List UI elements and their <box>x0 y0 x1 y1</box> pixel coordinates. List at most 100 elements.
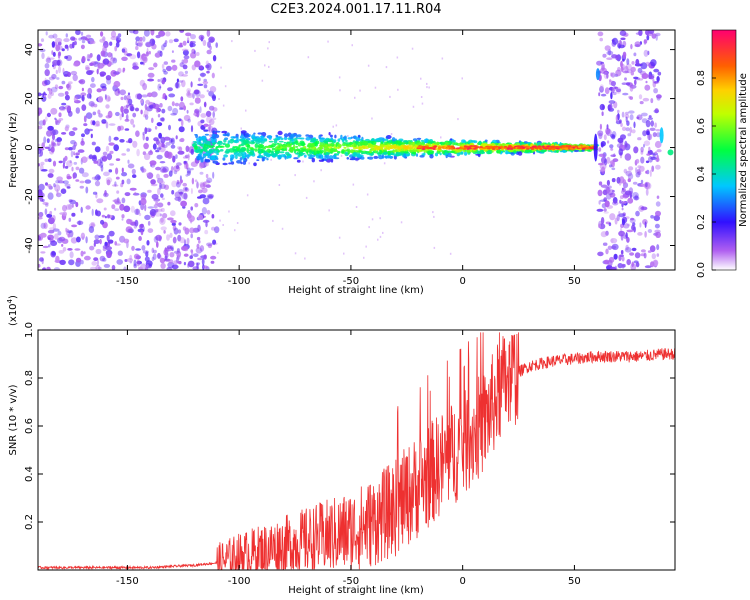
noise-blob <box>108 230 115 237</box>
noise-blob <box>159 103 163 108</box>
noise-blob <box>628 95 631 99</box>
signal-blob <box>202 141 205 145</box>
noise-blob <box>124 118 130 122</box>
noise-blob <box>51 86 58 93</box>
noise-blob <box>140 61 144 65</box>
signal-blob <box>215 130 221 133</box>
signal-blob <box>453 139 456 143</box>
noise-blob <box>156 147 162 150</box>
noise-blob <box>606 156 611 164</box>
signal-blob <box>345 139 348 143</box>
signal-blob <box>250 148 255 151</box>
noise-blob <box>171 59 176 63</box>
signal-blob <box>325 152 330 156</box>
noise-blob <box>70 70 78 76</box>
noise-blob <box>88 154 94 159</box>
signal-blob <box>236 160 242 164</box>
noise-blob <box>654 122 657 128</box>
noise-blob <box>155 149 160 153</box>
noise-blob <box>117 125 121 132</box>
noise-blob <box>122 69 125 73</box>
noise-blob <box>650 120 654 127</box>
noise-blob <box>205 162 209 167</box>
noise-blob <box>164 40 168 44</box>
noise-blob <box>126 258 134 263</box>
noise-speck <box>379 235 382 238</box>
noise-blob <box>160 207 165 213</box>
signal-blob <box>450 150 455 154</box>
noise-blob <box>181 74 188 77</box>
noise-blob <box>80 232 86 240</box>
signal-blob <box>217 140 223 146</box>
noise-blob <box>648 115 652 118</box>
noise-speck <box>236 222 239 224</box>
noise-blob <box>656 244 660 251</box>
noise-blob <box>169 252 175 258</box>
noise-blob <box>153 137 159 142</box>
noise-blob <box>80 140 85 146</box>
noise-blob <box>64 91 69 96</box>
noise-blob <box>67 81 73 85</box>
noise-blob <box>633 121 636 129</box>
noise-blob <box>615 69 622 77</box>
noise-speck <box>340 154 343 157</box>
noise-blob <box>190 206 193 211</box>
spectrogram-frame <box>37 29 676 271</box>
noise-blob <box>149 160 157 166</box>
noise-blob <box>214 226 220 234</box>
signal-blob <box>319 137 326 140</box>
noise-blob <box>182 64 188 70</box>
noise-blob <box>55 44 61 52</box>
noise-blob <box>59 259 66 265</box>
signal-blob <box>280 137 284 141</box>
noise-blob <box>160 262 166 269</box>
noise-blob <box>625 82 631 86</box>
noise-blob <box>123 108 129 114</box>
noise-blob <box>176 181 181 188</box>
noise-blob <box>643 252 647 259</box>
signal-blob <box>254 143 258 148</box>
noise-blob <box>646 131 650 136</box>
noise-blob <box>81 96 84 101</box>
noise-blob <box>115 167 119 175</box>
signal-blob <box>464 151 468 156</box>
signal-blob <box>361 145 365 149</box>
noise-blob <box>610 92 613 100</box>
noise-speck <box>338 76 341 79</box>
noise-speck <box>222 104 225 107</box>
noise-blob <box>620 37 626 41</box>
signal-blob <box>332 139 337 143</box>
signal-core <box>559 145 563 148</box>
noise-blob <box>652 132 657 138</box>
noise-blob <box>652 79 655 82</box>
noise-blob <box>148 67 155 71</box>
noise-blob <box>183 246 189 252</box>
noise-blob <box>96 68 99 75</box>
signal-blob <box>297 134 302 138</box>
noise-blob <box>55 255 60 263</box>
noise-blob <box>194 203 199 208</box>
signal-blob <box>286 153 291 156</box>
snr-y-ticks: 0.20.40.60.81.0 <box>24 322 675 530</box>
noise-blob <box>604 45 611 51</box>
noise-blob <box>620 60 623 68</box>
noise-blob <box>136 148 140 157</box>
noise-blob <box>64 155 68 161</box>
noise-blob <box>609 213 616 221</box>
noise-blob <box>130 106 135 112</box>
noise-speck <box>240 127 242 130</box>
noise-speck <box>268 41 270 44</box>
noise-blob <box>171 222 176 226</box>
noise-blob <box>610 133 616 138</box>
noise-blob <box>128 30 136 34</box>
noise-blob <box>124 192 131 197</box>
noise-blob <box>605 127 611 135</box>
noise-blob <box>91 261 97 266</box>
noise-blob <box>163 173 169 178</box>
noise-blob <box>209 105 215 111</box>
noise-blob <box>146 240 150 246</box>
noise-blob <box>194 60 201 68</box>
noise-blob <box>126 178 131 185</box>
noise-blob <box>600 231 608 238</box>
noise-blob <box>46 130 53 137</box>
